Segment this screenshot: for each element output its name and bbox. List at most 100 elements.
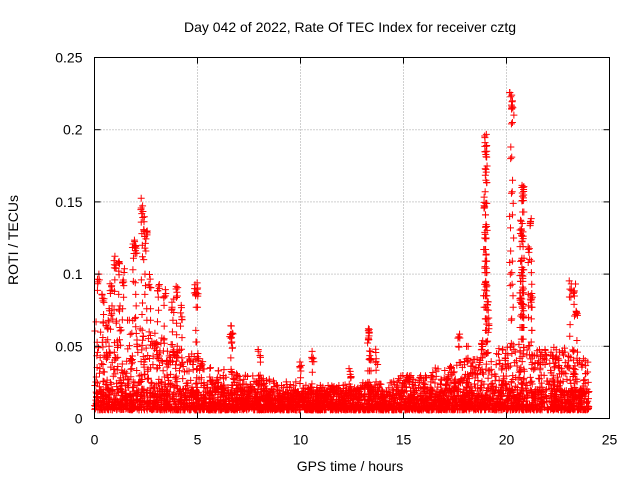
data-point	[520, 376, 528, 384]
data-point-burst	[177, 309, 185, 317]
data-point	[285, 394, 293, 402]
data-point-burst	[309, 354, 317, 362]
data-point	[286, 384, 294, 392]
data-point	[207, 377, 215, 385]
data-point	[96, 354, 104, 362]
data-point-burst	[169, 316, 177, 324]
data-point	[241, 397, 249, 405]
data-point-burst	[482, 130, 490, 138]
data-point	[550, 343, 558, 351]
data-point	[556, 378, 564, 386]
data-point-burst	[507, 93, 515, 101]
data-point-burst	[120, 282, 128, 290]
data-point	[347, 394, 355, 402]
data-point	[360, 393, 368, 401]
data-point	[548, 387, 556, 395]
data-point	[302, 381, 310, 389]
data-point-burst	[173, 331, 181, 339]
data-point	[460, 389, 468, 397]
data-point-burst	[517, 216, 525, 224]
data-point	[96, 365, 104, 373]
data-point	[585, 402, 593, 410]
data-point-burst	[478, 345, 486, 353]
data-point-burst	[483, 350, 491, 358]
data-point	[407, 403, 415, 411]
data-point	[551, 355, 559, 363]
data-point	[523, 382, 531, 390]
data-point	[445, 386, 453, 394]
data-point	[471, 371, 479, 379]
data-point	[584, 358, 592, 366]
data-point-burst	[508, 257, 516, 265]
data-point	[336, 404, 344, 412]
data-point	[388, 403, 396, 411]
data-point-burst	[173, 292, 181, 300]
data-point	[166, 379, 174, 387]
data-point	[136, 325, 144, 333]
data-point	[504, 392, 512, 400]
data-point	[130, 398, 138, 406]
data-point-burst	[574, 348, 582, 356]
data-point	[253, 399, 261, 407]
data-point	[360, 405, 368, 413]
data-point	[512, 393, 520, 401]
data-point	[198, 361, 206, 369]
data-point	[466, 389, 474, 397]
data-point	[487, 365, 495, 373]
data-point-burst	[130, 236, 138, 244]
data-point	[153, 402, 161, 410]
data-point	[530, 366, 538, 374]
data-point-burst	[508, 91, 516, 99]
data-point	[498, 366, 506, 374]
data-point-burst	[482, 223, 490, 231]
data-point	[519, 402, 527, 410]
data-point	[254, 400, 262, 408]
data-point-burst	[168, 328, 176, 336]
data-point	[127, 356, 135, 364]
data-point	[486, 388, 494, 396]
data-point	[138, 346, 146, 354]
data-point-burst	[372, 366, 380, 374]
data-point	[195, 388, 203, 396]
data-point	[411, 393, 419, 401]
data-point	[172, 357, 180, 365]
data-point-burst	[518, 269, 526, 277]
data-point	[159, 367, 167, 375]
data-point	[146, 341, 154, 349]
data-point	[541, 345, 549, 353]
data-point	[151, 383, 159, 391]
data-point	[378, 401, 386, 409]
data-point	[499, 386, 507, 394]
data-point	[569, 365, 577, 373]
data-point-burst	[528, 290, 536, 298]
data-point	[547, 369, 555, 377]
data-point	[158, 378, 166, 386]
data-point	[427, 373, 435, 381]
data-point-burst	[145, 328, 153, 336]
data-point	[579, 382, 587, 390]
data-point	[523, 387, 531, 395]
data-point	[440, 388, 448, 396]
data-point	[99, 361, 107, 369]
data-point	[561, 348, 569, 356]
data-point-burst	[518, 313, 526, 321]
data-point	[114, 399, 122, 407]
data-point	[105, 342, 113, 350]
data-point-burst	[140, 213, 148, 221]
data-point	[107, 380, 115, 388]
data-point-burst	[509, 104, 517, 112]
y-tick-label: 0.05	[55, 338, 82, 354]
data-point	[546, 359, 554, 367]
data-point	[503, 343, 511, 351]
data-point-burst	[177, 322, 185, 330]
data-point	[268, 400, 276, 408]
data-point	[375, 405, 383, 413]
data-point	[110, 339, 118, 347]
data-point	[575, 392, 583, 400]
data-point	[477, 381, 485, 389]
data-point	[211, 395, 219, 403]
data-point-burst	[161, 292, 169, 300]
data-point-burst	[155, 306, 163, 314]
x-tick-label: 25	[602, 432, 618, 448]
data-point	[207, 387, 215, 395]
